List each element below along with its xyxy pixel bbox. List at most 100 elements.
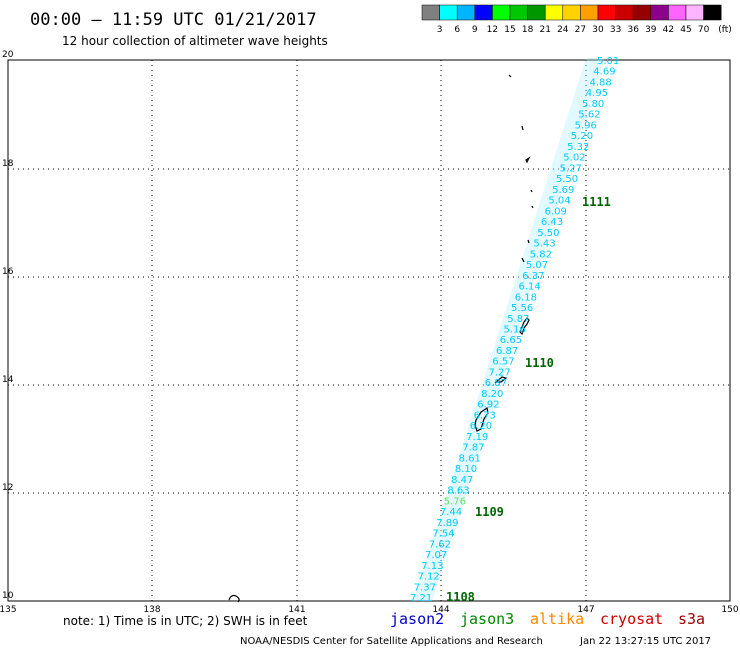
colorbar-label: 24 — [557, 25, 569, 35]
island-outline — [521, 257, 525, 263]
legend-altika: altika — [530, 610, 584, 628]
x-tick-label: 150 — [721, 605, 738, 615]
wave-height-label: 5.27 — [560, 163, 582, 174]
wave-height-label: 7.54 — [432, 529, 454, 540]
island-outline — [530, 189, 533, 193]
colorbar-label: 9 — [472, 25, 478, 35]
island-outline — [508, 74, 512, 78]
colorbar-swatch — [456, 4, 476, 21]
wave-height-label: 6.09 — [545, 206, 567, 217]
colorbar-swatch — [509, 4, 528, 21]
colorbar-swatch — [685, 4, 704, 21]
wave-height-label: 8.61 — [459, 453, 481, 464]
island-outline — [474, 407, 489, 432]
x-tick-label: 147 — [577, 605, 594, 615]
x-tick-label: 144 — [432, 605, 449, 615]
wave-height-label: 8.20 — [481, 389, 503, 400]
colorbar-label: 36 — [627, 25, 639, 35]
x-tick-label: 141 — [288, 605, 305, 615]
wave-height-label: 7.12 — [418, 572, 440, 583]
colorbar-swatch — [421, 4, 440, 21]
colorbar-swatch — [615, 4, 634, 21]
colorbar-swatch — [544, 4, 564, 21]
colorbar-label: 6 — [454, 25, 460, 35]
altimeter-swath — [413, 58, 605, 601]
wave-height-label: 7.62 — [429, 539, 451, 550]
wave-height-label: 5.80 — [582, 99, 604, 110]
wave-height-label: 7.27 — [489, 368, 511, 379]
colorbar-swatch — [527, 4, 546, 21]
wave-height-label: 7.87 — [462, 443, 484, 454]
wave-height-label: 5.16 — [504, 325, 526, 336]
wave-height-label: 5.96 — [575, 120, 597, 131]
legend-jason3: jason3 — [460, 610, 514, 628]
wave-height-label: 5.01 — [597, 56, 619, 67]
colorbar-swatch — [492, 4, 511, 21]
colorbar: 3 6 9 12 15 18 21 24 27 30 33 36 39 42 45 70 (ft) — [421, 4, 732, 35]
pass-label: 1110 — [525, 356, 554, 370]
wave-height-label: 5.04 — [548, 196, 570, 207]
x-tick-label: 135 — [0, 605, 17, 615]
wave-height-label: 6.87 — [485, 378, 507, 389]
colorbar-label: 42 — [663, 25, 674, 35]
wave-height-label: 7.19 — [466, 432, 488, 443]
pass-label: 1108 — [446, 590, 475, 604]
wave-height-label: 5.20 — [571, 131, 593, 142]
wave-height-label: 5.62 — [578, 110, 600, 121]
colorbar-swatch — [439, 4, 458, 21]
colorbar-label: 45 — [680, 25, 691, 35]
note-text: note: 1) Time is in UTC; 2) SWH is in fe… — [63, 614, 308, 628]
colorbar-label: 33 — [610, 25, 621, 35]
page-title: 00:00 – 11:59 UTC 01/21/2017 — [30, 10, 317, 30]
colorbar-swatch — [668, 4, 687, 21]
colorbar-swatch — [580, 4, 599, 21]
colorbar-swatch — [474, 4, 493, 21]
wave-height-label: 5.82 — [530, 249, 552, 260]
wave-height-label: 8.47 — [451, 475, 473, 486]
islands — [228, 74, 534, 603]
colorbar-swatch — [597, 4, 616, 21]
colorbar-swatch — [650, 4, 669, 21]
colorbar-unit: (ft) — [718, 25, 732, 35]
pass-label: 1111 — [582, 195, 611, 209]
colorbar-label: 30 — [592, 25, 604, 35]
x-tick-label: 138 — [143, 605, 160, 615]
wave-height-label: 5.07 — [526, 260, 548, 271]
colorbar-label: 27 — [575, 25, 586, 35]
page-subtitle: 12 hour collection of altimeter wave hei… — [62, 34, 328, 48]
wave-height-label: 6.65 — [500, 335, 522, 346]
island-outline — [531, 205, 534, 209]
colorbar-swatch — [632, 4, 652, 21]
island-outline — [527, 239, 530, 244]
colorbar-label: 39 — [645, 25, 657, 35]
pass-label: 1109 — [475, 505, 504, 519]
island-outline — [521, 125, 524, 131]
timestamp-text: Jan 22 13:27:15 UTC 2017 — [579, 636, 711, 647]
pass-labels: 1111 1110 1109 1108 — [446, 195, 611, 604]
wave-height-label: 7.07 — [425, 550, 447, 561]
wave-height-label: 5.32 — [567, 142, 589, 153]
plot-frame — [7, 59, 731, 602]
colorbar-label: 70 — [698, 25, 710, 35]
colorbar-label: 21 — [539, 25, 550, 35]
island-outline — [228, 594, 240, 603]
wave-height-label: 5.87 — [507, 314, 529, 325]
wave-height-label: 6.37 — [522, 271, 544, 282]
wave-height-label: 6.43 — [541, 217, 563, 228]
colorbar-label: 15 — [504, 25, 515, 35]
wave-height-label: 8.10 — [455, 464, 477, 475]
wave-height-label: 6.20 — [470, 421, 492, 432]
wave-height-label: 5.02 — [563, 153, 585, 164]
legend-cryosat: cryosat — [600, 610, 663, 628]
wave-height-label: 5.43 — [533, 239, 555, 250]
wave-height-label: 7.13 — [421, 561, 443, 572]
wave-height-label: 5.50 — [537, 228, 559, 239]
wave-height-label: 4.88 — [590, 78, 612, 89]
wave-height-label: 6.18 — [515, 292, 537, 303]
island-outline — [519, 317, 530, 336]
legend-s3a: s3a — [678, 610, 705, 628]
wave-height-label: 8.63 — [447, 486, 469, 497]
credit-text: NOAA/NESDIS Center for Satellite Applica… — [240, 636, 543, 647]
wave-height-label: 6.57 — [492, 357, 514, 368]
colorbar-swatch — [703, 4, 722, 21]
